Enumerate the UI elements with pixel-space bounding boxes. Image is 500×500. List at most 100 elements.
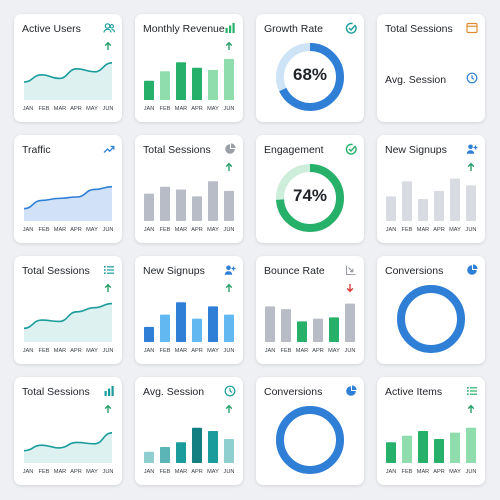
card-conversions-2[interactable]: Conversions bbox=[256, 377, 364, 485]
x-tick-label: JUN bbox=[103, 469, 114, 475]
x-tick-label: MAR bbox=[175, 227, 187, 233]
card-title: Growth Rate bbox=[264, 23, 323, 35]
x-tick-label: APR bbox=[191, 106, 203, 112]
card-active-items[interactable]: Active Items JAN FEB MAR APR MAY JUN bbox=[377, 377, 485, 485]
x-tick-label: MAR bbox=[417, 469, 429, 475]
x-tick-label: APR bbox=[70, 227, 82, 233]
bar-chart-icon[interactable] bbox=[224, 22, 236, 34]
x-tick-label: APR bbox=[433, 227, 445, 233]
x-tick-label: JUN bbox=[103, 106, 114, 112]
bar bbox=[402, 181, 412, 221]
card-chart: JAN FEB MAR APR MAY JUN bbox=[14, 135, 122, 243]
bar bbox=[450, 432, 460, 463]
x-tick-label: JUN bbox=[466, 469, 477, 475]
pie-icon[interactable] bbox=[345, 385, 357, 397]
trend-up-icon[interactable] bbox=[103, 143, 115, 155]
x-tick-label: MAY bbox=[207, 469, 219, 475]
card-growth-rate[interactable]: Growth Rate 68% bbox=[256, 14, 364, 122]
x-tick-label: JAN bbox=[265, 348, 276, 354]
bar bbox=[208, 306, 218, 342]
bar bbox=[160, 314, 170, 342]
list-icon[interactable] bbox=[466, 385, 478, 397]
donut-arc bbox=[397, 285, 465, 353]
card-chart bbox=[256, 14, 364, 122]
donut-value-label: 68% bbox=[292, 65, 328, 84]
x-tick-label: APR bbox=[70, 469, 82, 475]
x-tick-label: JUN bbox=[224, 348, 235, 354]
x-tick-label: FEB bbox=[39, 227, 50, 233]
x-tick-label: MAY bbox=[207, 348, 219, 354]
pie-icon[interactable] bbox=[466, 264, 478, 276]
clock-icon[interactable] bbox=[224, 385, 236, 397]
card-chart: JAN FEB MAR APR MAY JUN bbox=[135, 14, 243, 122]
list-icon[interactable] bbox=[103, 264, 115, 276]
x-tick-label: JAN bbox=[23, 106, 34, 112]
card-title: Conversions bbox=[385, 265, 444, 277]
card-title: Total Sessions bbox=[385, 23, 453, 35]
x-tick-label: JUN bbox=[224, 469, 235, 475]
x-tick-label: MAR bbox=[54, 227, 66, 233]
x-tick-label: FEB bbox=[39, 106, 50, 112]
card-chart bbox=[256, 135, 364, 243]
card-traffic[interactable]: Traffic JAN FEB MAR APR MAY JUN bbox=[14, 135, 122, 243]
arrow-up-icon bbox=[225, 404, 233, 414]
card-monthly-revenue[interactable]: Monthly Revenue JAN FEB MAR APR MAY JUN bbox=[135, 14, 243, 122]
x-tick-label: JAN bbox=[144, 227, 155, 233]
bar bbox=[313, 318, 323, 342]
x-tick-label: FEB bbox=[281, 348, 292, 354]
window-icon[interactable] bbox=[466, 22, 478, 34]
add-user-icon[interactable] bbox=[224, 264, 236, 276]
bar bbox=[192, 196, 202, 221]
card-total-sessions-3[interactable]: Total Sessions JAN FEB MAR APR MAY JUN bbox=[14, 256, 122, 364]
card-chart: JAN FEB MAR APR MAY JUN bbox=[135, 256, 243, 364]
x-tick-label: JUN bbox=[224, 227, 235, 233]
card-total-sessions-avg[interactable]: Total Sessions Avg. Session bbox=[377, 14, 485, 122]
check-circle-icon[interactable] bbox=[345, 22, 357, 34]
clock-icon[interactable] bbox=[466, 72, 478, 84]
add-user-icon[interactable] bbox=[466, 143, 478, 155]
arrow-up-icon bbox=[104, 283, 112, 293]
arrow-up-icon bbox=[225, 162, 233, 172]
card-active-users[interactable]: Active Users JAN FEB MAR APR MAY JUN bbox=[14, 14, 122, 122]
bar bbox=[160, 186, 170, 221]
card-title: New Signups bbox=[385, 144, 447, 156]
x-tick-label: FEB bbox=[160, 469, 171, 475]
card-title: Avg. Session bbox=[143, 386, 205, 398]
x-tick-label: JAN bbox=[386, 469, 397, 475]
x-tick-label: MAR bbox=[175, 348, 187, 354]
card-new-signups-2[interactable]: New Signups JAN FEB MAR APR MAY JUN bbox=[135, 256, 243, 364]
card-chart: JAN FEB MAR APR MAY JUN bbox=[135, 377, 243, 485]
card-chart: JAN FEB MAR APR MAY JUN bbox=[256, 256, 364, 364]
trend-down-icon[interactable] bbox=[345, 264, 357, 276]
bar bbox=[176, 442, 186, 463]
card-title: Total Sessions bbox=[22, 386, 90, 398]
card-title: Active Items bbox=[385, 386, 443, 398]
bar-chart-icon[interactable] bbox=[103, 385, 115, 397]
users-icon[interactable] bbox=[103, 22, 115, 34]
bar bbox=[208, 431, 218, 463]
bar bbox=[144, 193, 154, 221]
donut-value-label: 74% bbox=[292, 186, 328, 205]
pie-icon[interactable] bbox=[224, 143, 236, 155]
x-tick-label: JAN bbox=[23, 469, 34, 475]
x-tick-label: JAN bbox=[386, 227, 397, 233]
card-title: New Signups bbox=[143, 265, 205, 277]
bar bbox=[297, 321, 307, 342]
x-tick-label: MAY bbox=[449, 469, 461, 475]
x-tick-label: MAR bbox=[417, 227, 429, 233]
x-tick-label: JAN bbox=[144, 106, 155, 112]
x-tick-label: APR bbox=[191, 227, 203, 233]
card-new-signups[interactable]: New Signups JAN FEB MAR APR MAY JUN bbox=[377, 135, 485, 243]
card-bounce-rate[interactable]: Bounce Rate JAN FEB MAR APR MAY JUN bbox=[256, 256, 364, 364]
x-tick-label: MAY bbox=[207, 227, 219, 233]
card-avg-session[interactable]: Avg. Session JAN FEB MAR APR MAY JUN bbox=[135, 377, 243, 485]
card-title: Monthly Revenue bbox=[143, 23, 225, 35]
bar bbox=[224, 314, 234, 342]
bar bbox=[176, 62, 186, 100]
card-engagement[interactable]: Engagement 74% bbox=[256, 135, 364, 243]
bar bbox=[144, 80, 154, 100]
card-total-sessions-4[interactable]: Total Sessions JAN FEB MAR APR MAY JUN bbox=[14, 377, 122, 485]
card-total-sessions-2[interactable]: Total Sessions JAN FEB MAR APR MAY JUN bbox=[135, 135, 243, 243]
card-conversions[interactable]: Conversions bbox=[377, 256, 485, 364]
check-circle-icon[interactable] bbox=[345, 143, 357, 155]
